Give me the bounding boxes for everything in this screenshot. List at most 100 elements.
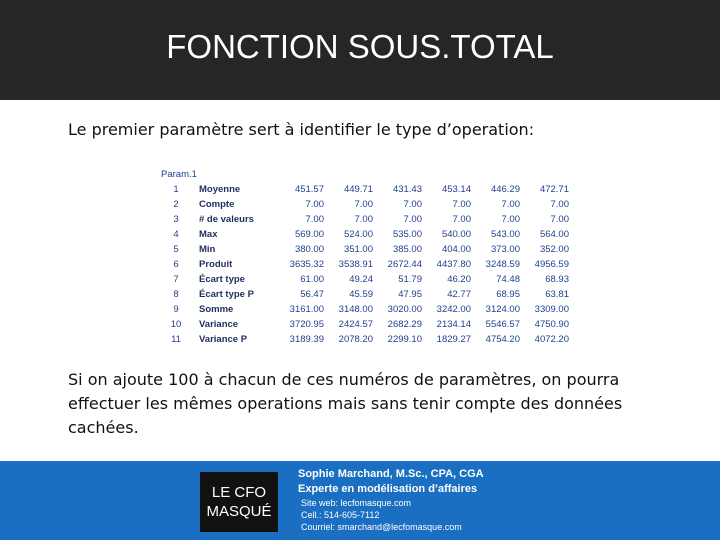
- cell-value: 535.00: [392, 229, 422, 240]
- table-row: 4 Max 569.00 524.00 535.00 540.00 543.00 564.00: [157, 227, 573, 242]
- cell-value: 4956.59: [534, 259, 569, 270]
- cell-value: 543.00: [490, 229, 520, 240]
- cell-value: 2134.14: [436, 319, 471, 330]
- cell-value: 451.57: [294, 184, 324, 195]
- cell-value: 46.20: [447, 274, 471, 285]
- cell-value: 3189.39: [289, 334, 324, 345]
- row-label: Moyenne: [199, 184, 241, 195]
- table-header: Param.1: [161, 169, 197, 180]
- cell-value: 2424.57: [338, 319, 373, 330]
- row-number: 4: [173, 229, 179, 240]
- paragraph: Si on ajoute 100 à chacun de ces numéros…: [68, 370, 623, 437]
- row-number: 9: [173, 304, 179, 315]
- cell-value: 7.00: [452, 214, 472, 225]
- table-row: 5 Min 380.00 351.00 385.00 404.00 373.00 352.00: [157, 242, 573, 257]
- cell-value: 42.77: [447, 289, 471, 300]
- cell-value: 7.00: [550, 199, 570, 210]
- cell-value: 3242.00: [436, 304, 471, 315]
- cell-value: 51.79: [398, 274, 422, 285]
- cell-value: 385.00: [392, 244, 422, 255]
- contact-detail: Cell.: 514-605-7112: [301, 510, 380, 520]
- table-row: 2 Compte 7.00 7.00 7.00 7.00 7.00 7.00: [157, 197, 573, 212]
- contact-detail: Site web: lecfomasque.com: [301, 498, 412, 508]
- logo: LE CFO MASQUÉ: [200, 472, 278, 532]
- cell-value: 564.00: [539, 229, 569, 240]
- cell-value: 7.00: [305, 199, 325, 210]
- cell-value: 7.00: [403, 214, 423, 225]
- header: FONCTION SOUS.TOTAL: [0, 0, 720, 100]
- cell-value: 524.00: [343, 229, 373, 240]
- row-number: 8: [173, 289, 179, 300]
- row-number: 3: [173, 214, 179, 225]
- logo-line: MASQUÉ: [206, 503, 272, 520]
- row-label: Max: [199, 229, 218, 240]
- cell-value: 2078.20: [338, 334, 373, 345]
- table-row: 1 Moyenne 451.57 449.71 431.43 453.14 446.29 47…: [157, 182, 573, 197]
- cell-value: 74.48: [496, 274, 520, 285]
- cell-value: 68.95: [496, 289, 520, 300]
- cell-value: 3309.00: [534, 304, 569, 315]
- row-number: 11: [171, 334, 181, 345]
- cell-value: 61.00: [300, 274, 324, 285]
- row-number: 10: [170, 319, 182, 330]
- cell-value: 380.00: [294, 244, 324, 255]
- row-label: Somme: [199, 304, 234, 315]
- contact-detail: Courriel: smarchand@lecfomasque.com: [301, 522, 462, 532]
- parameter-table: Param.1 1 Moyenne 451.57 449.71 431.43 453.14 4…: [157, 167, 573, 347]
- cell-value: 540.00: [441, 229, 471, 240]
- cell-value: 7.00: [354, 214, 374, 225]
- row-label: Écart type: [199, 274, 245, 285]
- cell-value: 472.71: [539, 184, 569, 195]
- cell-value: 3020.00: [387, 304, 422, 315]
- cell-value: 3248.59: [485, 259, 520, 270]
- cell-value: 7.00: [305, 214, 325, 225]
- cell-value: 7.00: [501, 214, 521, 225]
- cell-value: 3720.95: [289, 319, 324, 330]
- intro-text: Le premier paramètre sert à identifier l…: [68, 120, 535, 139]
- row-label: Variance P: [199, 334, 248, 345]
- contact-line: Experte en modélisation d’affaires: [298, 483, 478, 495]
- cell-value: 45.59: [349, 289, 373, 300]
- cell-value: 446.29: [490, 184, 520, 195]
- cell-value: 49.24: [349, 274, 373, 285]
- table-row: 6 Produit 3635.32 3538.91 2672.44 4437.80 3248…: [157, 257, 573, 272]
- row-label: Écart type P: [199, 289, 254, 300]
- row-number: 7: [173, 274, 179, 285]
- cell-value: 404.00: [441, 244, 471, 255]
- row-label: Produit: [199, 259, 233, 270]
- cell-value: 7.00: [452, 199, 472, 210]
- cell-value: 3538.91: [338, 259, 373, 270]
- cell-value: 3124.00: [485, 304, 520, 315]
- table-row: 11 Variance P 3189.39 2078.20 2299.10 1829.27…: [157, 332, 573, 347]
- cell-value: 351.00: [343, 244, 373, 255]
- cell-value: 63.81: [545, 289, 569, 300]
- cell-value: 4754.20: [485, 334, 520, 345]
- cell-value: 1829.27: [436, 334, 471, 345]
- row-number: 1: [173, 184, 179, 195]
- table-row: 3 # de valeurs 7.00 7.00 7.00 7.00 7.00 7.00: [157, 212, 573, 227]
- logo-line: LE CFO: [211, 484, 267, 501]
- cell-value: 453.14: [441, 184, 471, 195]
- row-label: Variance: [199, 319, 239, 330]
- cell-value: 431.43: [392, 184, 422, 195]
- cell-value: 3148.00: [338, 304, 373, 315]
- cell-value: 56.47: [300, 289, 324, 300]
- cell-value: 569.00: [294, 229, 324, 240]
- table-row: 9 Somme 3161.00 3148.00 3020.00 3242.00 3124.0…: [157, 302, 573, 317]
- title: FONCTION SOUS.TOTAL: [166, 28, 554, 65]
- row-label: # de valeurs: [199, 214, 254, 225]
- table-row: 7 Écart type 61.00 49.24 51.79 46.20 74.48 68.9…: [157, 272, 573, 287]
- contact: Sophie Marchand, M.Sc., CPA, CGA Experte…: [298, 467, 484, 533]
- cell-value: 449.71: [343, 184, 373, 195]
- cell-value: 4072.20: [534, 334, 569, 345]
- row-label: Min: [199, 244, 216, 255]
- cell-value: 4750.90: [534, 319, 569, 330]
- table-row: 10 Variance 3720.95 2424.57 2682.29 2134.14 55…: [157, 317, 573, 332]
- contact-line: Sophie Marchand, M.Sc., CPA, CGA: [298, 468, 484, 480]
- row-number: 5: [173, 244, 179, 255]
- cell-value: 47.95: [398, 289, 422, 300]
- cell-value: 7.00: [354, 199, 374, 210]
- cell-value: 68.93: [545, 274, 569, 285]
- table-header-row: Param.1: [157, 167, 573, 182]
